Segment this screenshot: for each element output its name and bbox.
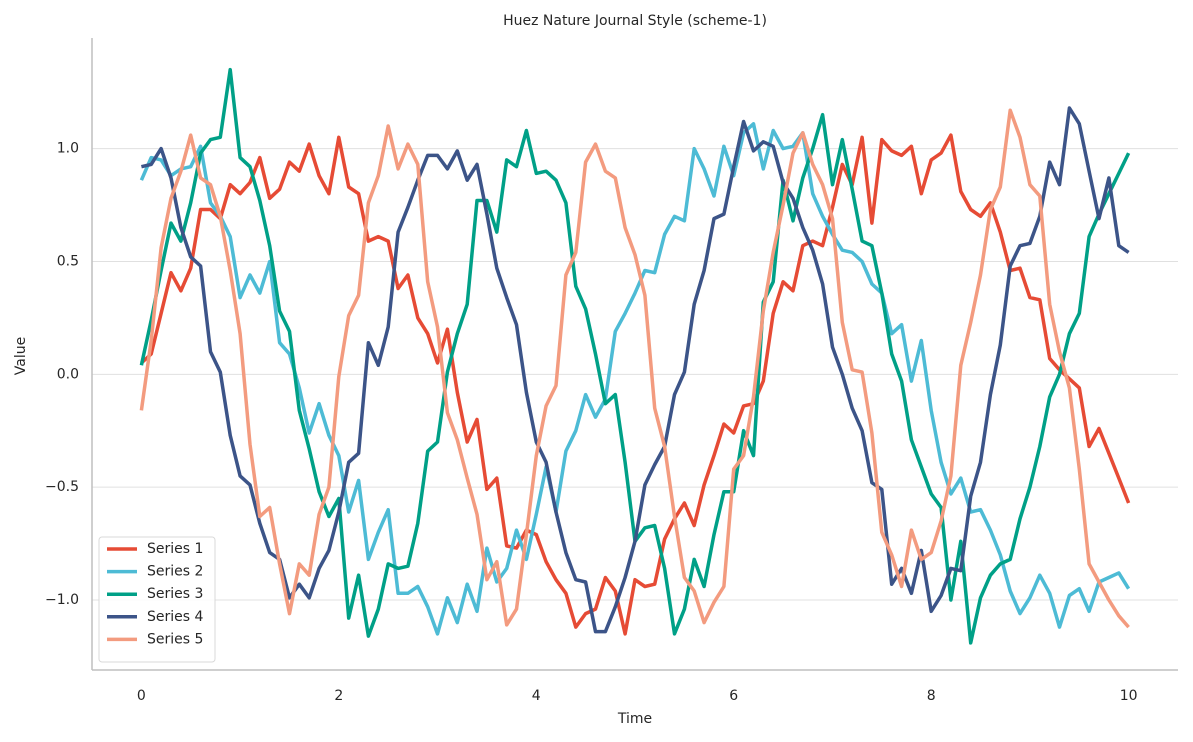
y-tick-label: 0.5: [57, 253, 79, 269]
y-tick-label: −0.5: [45, 479, 79, 495]
x-tick-label: 10: [1120, 688, 1138, 704]
legend-label: Series 5: [147, 631, 203, 647]
x-tick-label: 8: [927, 688, 936, 704]
chart-title: Huez Nature Journal Style (scheme-1): [503, 13, 767, 29]
x-axis-label: Time: [617, 711, 652, 727]
x-tick-label: 6: [729, 688, 738, 704]
y-tick-label: 0.0: [57, 366, 79, 382]
series-line: [139, 122, 1131, 636]
y-axis-label: Value: [13, 337, 29, 375]
legend-box: [98, 536, 216, 663]
legend-label: Series 3: [147, 586, 203, 602]
legend-label: Series 1: [147, 541, 203, 557]
legend-label: Series 4: [147, 609, 204, 625]
x-tick-label: 4: [532, 688, 541, 704]
y-tick-label: −1.0: [45, 592, 79, 608]
legend-label: Series 2: [147, 564, 203, 580]
series-line: [141, 106, 1130, 634]
x-tick-label: 2: [334, 688, 343, 704]
x-tick-label: 0: [137, 688, 146, 704]
series-line: [139, 108, 1130, 629]
legend: Series 1 Series 2 Series 3 Series 4 Series 5: [98, 536, 216, 663]
y-tick-label: 1.0: [57, 141, 79, 157]
series-line: [140, 133, 1131, 636]
